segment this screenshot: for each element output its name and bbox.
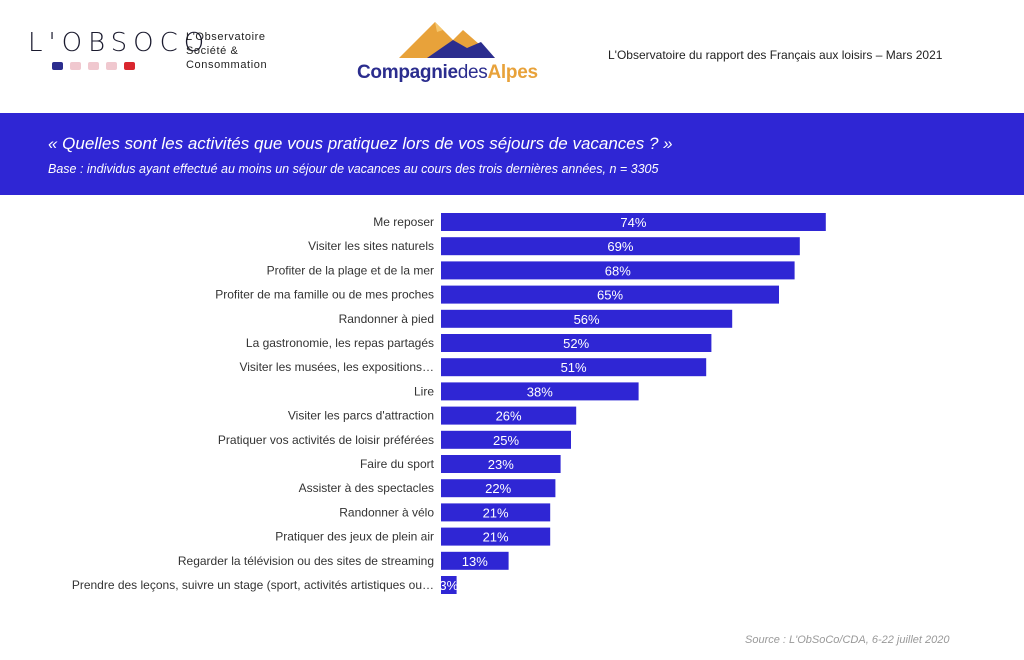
value-label-14: 13% <box>462 554 488 569</box>
bar-7 <box>441 382 639 401</box>
cda-word-alpes: Alpes <box>487 62 539 83</box>
cda-word-des: des <box>457 62 488 83</box>
bar-11 <box>441 479 556 498</box>
category-label-6: Visiter les musées, les expositions… <box>239 360 434 374</box>
bar-1 <box>441 237 800 256</box>
base-text: Base : individus ayant effectué au moins… <box>48 162 659 176</box>
obsoco-logo: L'OBSOCO L'Observatoire Société & Consom… <box>28 28 278 78</box>
category-label-13: Pratiquer des jeux de plein air <box>275 530 434 544</box>
bar-0 <box>441 213 826 231</box>
category-label-0: Me reposer <box>373 215 434 229</box>
value-label-13: 21% <box>483 530 509 545</box>
category-label-12: Randonner à vélo <box>339 505 434 519</box>
category-label-1: Visiter les sites naturels <box>308 239 434 253</box>
question-banner: « Quelles sont les activités que vous pr… <box>0 113 1024 195</box>
value-label-11: 22% <box>485 481 511 496</box>
category-label-10: Faire du sport <box>360 457 435 471</box>
cda-wordmark: CompagniedesAlpes <box>357 62 538 84</box>
mountain-icon <box>399 22 495 58</box>
obsoco-color-dots <box>52 62 135 70</box>
category-label-7: Lire <box>414 384 434 398</box>
value-label-12: 21% <box>483 505 509 520</box>
category-label-3: Profiter de ma famille ou de mes proches <box>215 288 434 302</box>
bar-9 <box>441 430 571 449</box>
value-label-2: 68% <box>605 263 631 278</box>
bar-13 <box>441 527 551 546</box>
bar-10 <box>441 455 561 473</box>
value-label-5: 52% <box>563 336 589 351</box>
category-label-9: Pratiquer vos activités de loisir préfér… <box>218 433 434 447</box>
bar-14 <box>441 551 509 570</box>
obsoco-dot-3 <box>88 62 99 70</box>
bar-15 <box>441 576 457 594</box>
value-label-8: 26% <box>496 409 522 424</box>
category-label-5: La gastronomie, les repas partagés <box>246 336 434 350</box>
value-label-15: 3% <box>439 578 458 593</box>
bar-6 <box>441 358 707 377</box>
bar-12 <box>441 503 551 522</box>
obsoco-wordmark: L'OBSOCO <box>28 28 211 58</box>
question-text: « Quelles sont les activités que vous pr… <box>48 134 673 153</box>
obsoco-line-2: Société & <box>186 45 239 57</box>
bar-8 <box>441 406 577 425</box>
category-label-4: Randonner à pied <box>339 312 434 326</box>
category-label-15: Prendre des leçons, suivre un stage (spo… <box>72 578 434 592</box>
category-label-14: Regarder la télévision ou des sites de s… <box>178 554 434 568</box>
obsoco-line-3: Consommation <box>186 59 268 71</box>
category-label-2: Profiter de la plage et de la mer <box>267 263 434 277</box>
value-label-3: 65% <box>597 288 623 303</box>
bar-5 <box>441 334 712 352</box>
value-label-6: 51% <box>561 360 587 375</box>
obsoco-tagline: L'Observatoire Société & Consommation <box>186 30 267 72</box>
cda-word-compagnie: Compagnie <box>357 62 458 83</box>
category-label-8: Visiter les parcs d'attraction <box>288 409 434 423</box>
report-title: L'Observatoire du rapport des Français a… <box>608 48 943 62</box>
bar-4 <box>441 309 733 328</box>
obsoco-dot-5 <box>124 62 135 70</box>
value-label-1: 69% <box>607 239 633 254</box>
bar-3 <box>441 285 779 304</box>
obsoco-dot-1 <box>52 62 63 70</box>
obsoco-dot-2 <box>70 62 81 70</box>
obsoco-dot-4 <box>106 62 117 70</box>
value-label-4: 56% <box>574 312 600 327</box>
bar-2 <box>441 261 795 280</box>
value-label-10: 23% <box>488 457 514 472</box>
obsoco-line-1: L'Observatoire <box>186 31 266 43</box>
value-label-0: 74% <box>620 215 646 230</box>
value-label-7: 38% <box>527 384 553 399</box>
value-label-9: 25% <box>493 433 519 448</box>
cda-logo: CompagniedesAlpes <box>355 18 545 88</box>
activities-bar-chart: Me reposer 74% Visiter les sites naturels 6… <box>72 213 826 594</box>
source-note: Source : L'ObSoCo/CDA, 6-22 juillet 2020 <box>745 634 950 646</box>
category-label-11: Assister à des spectacles <box>299 481 434 495</box>
